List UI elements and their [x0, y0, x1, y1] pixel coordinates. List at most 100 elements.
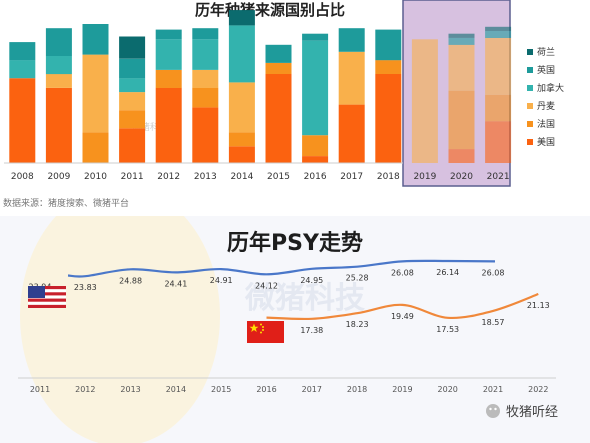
- bars-group: [9, 10, 512, 164]
- bar-segment-2021-荷兰: [485, 26, 512, 31]
- usa-data-label-2021: 26.08: [482, 268, 505, 277]
- bar-segment-2019-丹麦: [411, 39, 438, 163]
- usa-data-label-2012: 23.83: [74, 283, 97, 292]
- x-tick-label-2013: 2013: [120, 385, 140, 394]
- bar-segment-2021-丹麦: [485, 37, 512, 95]
- bar-segment-2012-加拿大: [155, 39, 182, 70]
- bar-segment-2016-法国: [302, 135, 329, 156]
- bar-segment-2009-英国: [45, 28, 72, 56]
- bar-segment-2014-法国: [228, 132, 255, 147]
- bar-segment-2013-加拿大: [192, 39, 219, 70]
- bar-segment-2010-法国: [82, 132, 109, 163]
- bar-segment-2011-荷兰: [119, 36, 146, 59]
- bar-segment-2008-加拿大: [9, 60, 36, 79]
- bar-segment-2012-英国: [155, 29, 182, 40]
- bar-segment-2009-加拿大: [45, 56, 72, 75]
- x-tick-label-2008: 2008: [11, 172, 34, 182]
- bar-segment-2014-荷兰: [228, 10, 255, 26]
- china-data-label-2021: 18.57: [482, 318, 505, 327]
- x-tick-label-2012: 2012: [157, 172, 180, 182]
- bar-segment-2011-加拿大: [119, 78, 146, 93]
- x-tick-label-2015: 2015: [267, 172, 290, 182]
- bar-segment-2011-法国: [119, 110, 146, 129]
- legend-swatch-英国: [527, 67, 533, 73]
- x-tick-label-2009: 2009: [47, 172, 70, 182]
- china-psy-line: [266, 292, 539, 321]
- x-tick-labels: 2008 2009 2010 2011 2012 2013 2014 2015 2016 2017…: [11, 172, 510, 182]
- bar-segment-2020-荷兰: [448, 33, 475, 38]
- bar-segment-2016-加拿大: [302, 40, 329, 136]
- bar-segment-2013-美国: [192, 107, 219, 163]
- bar-segment-2008-英国: [9, 42, 36, 61]
- bar-segment-2017-英国: [338, 28, 365, 52]
- legend-swatch-美国: [527, 139, 533, 145]
- bar-segment-2014-加拿大: [228, 25, 255, 83]
- usa-data-label-2013: 24.88: [119, 276, 142, 285]
- bar-segment-2010-英国: [82, 24, 109, 55]
- china-flag-icon: [247, 321, 284, 343]
- bar-segment-2018-法国: [375, 60, 402, 74]
- x-tick-label-2011: 2011: [121, 172, 144, 182]
- x-tick-label-2010: 2010: [84, 172, 107, 182]
- usa-flag-icon: [28, 286, 66, 308]
- usa-data-label-2016: 24.12: [255, 281, 278, 290]
- x-tick-label-2017: 2017: [340, 172, 363, 182]
- bar-segment-2008-美国: [9, 78, 36, 163]
- china-data-label-2019: 19.49: [391, 312, 414, 321]
- x-tick-label-2012: 2012: [75, 385, 95, 394]
- source-share-chart: 历年种猪来源国别占比 微猪科技 2008 2009 2010 2011 2012 2013…: [4, 0, 564, 187]
- china-data-label-2022: 21.13: [527, 301, 550, 310]
- x-tick-label-2015: 2015: [211, 385, 231, 394]
- x-tick-label-2013: 2013: [194, 172, 217, 182]
- bar-segment-2018-美国: [375, 74, 402, 163]
- bar-segment-2009-美国: [45, 87, 72, 163]
- legend-swatch-法国: [527, 121, 533, 127]
- source-note: 数据来源：猪度搜索、微猪平台: [3, 199, 130, 209]
- psy-trend-chart: 历年PSY走势 微猪科技 23.9423.8324.8824.4124.9124…: [0, 216, 590, 443]
- x-tick-label-2011: 2011: [30, 385, 50, 394]
- x-tick-label-2017: 2017: [302, 385, 322, 394]
- usa-data-label-2017: 24.95: [300, 276, 323, 285]
- china-data-label-2020: 17.53: [436, 325, 459, 334]
- legend-swatch-加拿大: [527, 85, 533, 91]
- china-data-label-2018: 18.23: [346, 320, 369, 329]
- usa-data-label-2018: 25.28: [346, 274, 369, 283]
- x-tick-label-2021: 2021: [483, 385, 503, 394]
- watermark: 微猪科技: [244, 281, 365, 316]
- x-tick-label-2018: 2018: [377, 172, 400, 182]
- bar-segment-2021-法国: [485, 94, 512, 122]
- bar-segment-2013-英国: [192, 28, 219, 40]
- x-tick-labels: 2011 2012 2013 2014 2015 2016 2017 2018 2019 2020…: [30, 385, 549, 394]
- x-tick-label-2014: 2014: [166, 385, 186, 394]
- chart-title: 历年PSY走势: [227, 230, 363, 256]
- brand-badge: 牧猪听经: [486, 404, 558, 420]
- x-tick-label-2018: 2018: [347, 385, 367, 394]
- x-tick-label-2016: 2016: [256, 385, 276, 394]
- bar-segment-2010-丹麦: [82, 54, 109, 133]
- bar-segment-2014-美国: [228, 146, 255, 163]
- bar-segment-2018-英国: [375, 29, 402, 61]
- bar-segment-2015-美国: [265, 74, 292, 163]
- bar-segment-2013-法国: [192, 87, 219, 108]
- bar-segment-2011-美国: [119, 128, 146, 164]
- legend-swatch-丹麦: [527, 103, 533, 109]
- legend-label-英国: 英国: [537, 64, 555, 76]
- usa-data-label-2014: 24.41: [164, 279, 187, 288]
- bar-segment-2009-丹麦: [45, 74, 72, 88]
- usa-psy-line: [67, 259, 496, 278]
- x-tick-label-2020: 2020: [438, 385, 458, 394]
- bar-segment-2012-美国: [155, 87, 182, 163]
- bar-segment-2021-美国: [485, 121, 512, 163]
- legend-label-荷兰: 荷兰: [537, 46, 555, 58]
- x-tick-label-2014: 2014: [230, 172, 253, 182]
- legend-label-美国: 美国: [537, 136, 555, 148]
- bar-segment-2016-英国: [302, 33, 329, 41]
- legend-label-法国: 法国: [537, 118, 555, 130]
- bar-segment-2013-丹麦: [192, 69, 219, 88]
- x-tick-label-2019: 2019: [392, 385, 412, 394]
- x-tick-label-2019: 2019: [413, 172, 436, 182]
- bar-segment-2020-法国: [448, 90, 475, 150]
- bar-segment-2011-英国: [119, 58, 146, 79]
- chart-title: 历年种猪来源国别占比: [195, 1, 345, 19]
